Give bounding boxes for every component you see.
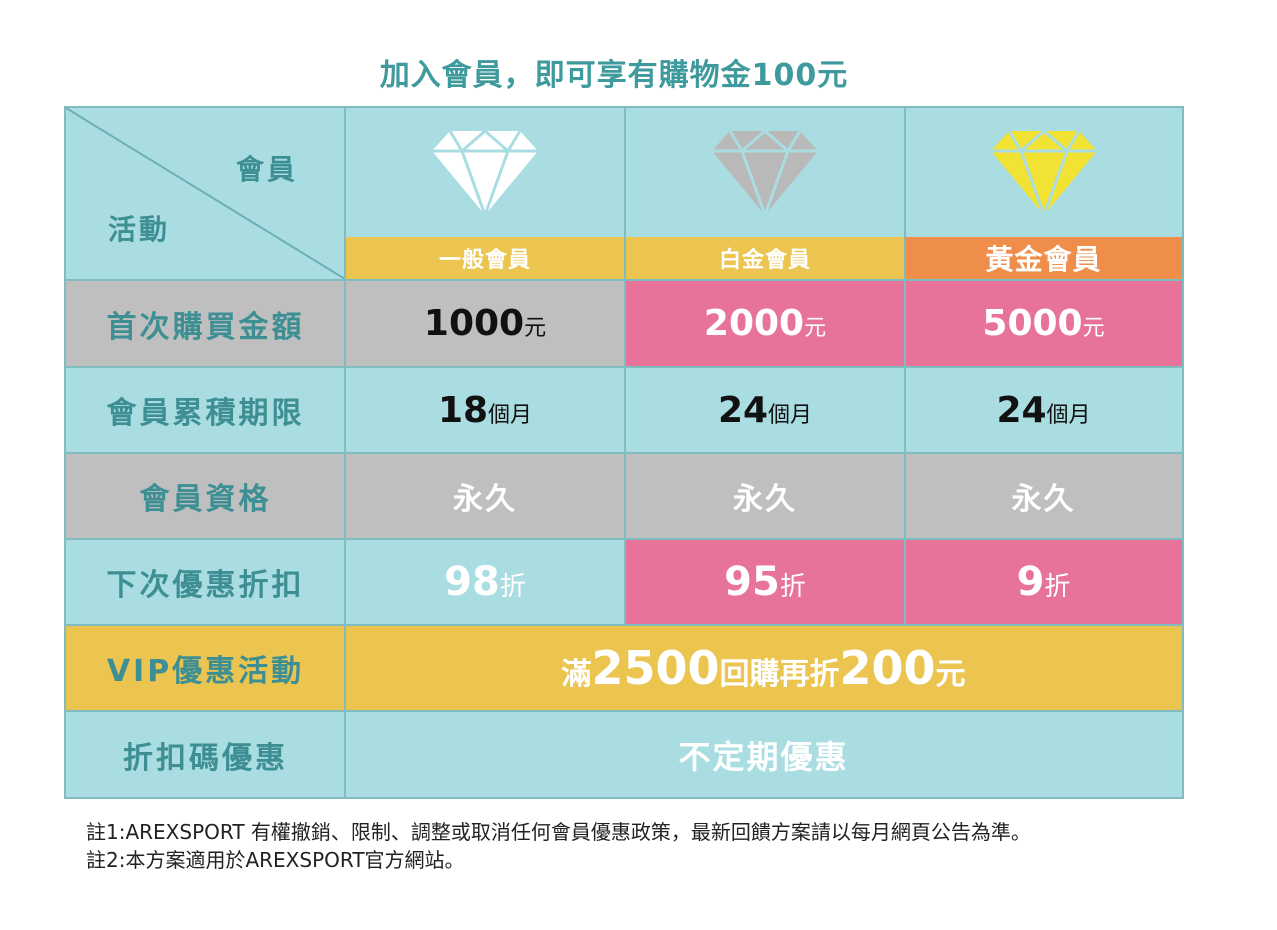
value-unit: 元 bbox=[524, 316, 547, 341]
value-unit: 折 bbox=[499, 572, 526, 602]
discount-platinum: 95折 bbox=[625, 540, 905, 624]
eligibility-gold: 永久 bbox=[905, 454, 1182, 538]
row-label: 下次優惠折扣 bbox=[106, 568, 305, 603]
footnote: 註1:AREXSPORT 有權撤銷、限制、調整或取消任何會員優惠政策，最新回饋方… bbox=[86, 820, 1031, 844]
vip-threshold: 2500 bbox=[591, 641, 720, 695]
value-text: 永久 bbox=[453, 482, 517, 517]
grid-line bbox=[66, 452, 1182, 454]
value-number: 2000 bbox=[703, 303, 805, 344]
value-unit: 元 bbox=[804, 316, 827, 341]
period-platinum: 24個月 bbox=[625, 368, 905, 452]
value-text: 永久 bbox=[733, 482, 797, 517]
value-unit: 個月 bbox=[488, 402, 533, 428]
tier-label-platinum: 白金會員 bbox=[625, 237, 905, 279]
tier-name: 一般會員 bbox=[438, 248, 531, 273]
row-label: 首次購買金額 bbox=[106, 309, 305, 345]
tier-name: 黃金會員 bbox=[985, 243, 1102, 276]
period-gold: 24個月 bbox=[905, 368, 1182, 452]
eligibility-platinum: 永久 bbox=[625, 454, 905, 538]
vip-offer: 滿2500回購再折200元 bbox=[345, 626, 1182, 710]
row-label-eligibility: 會員資格 bbox=[66, 454, 345, 538]
value-number: 95 bbox=[724, 559, 780, 605]
footnote: 註2:本方案適用於AREXSPORT官方網站。 bbox=[86, 848, 465, 872]
value-text: 永久 bbox=[1011, 482, 1076, 517]
row-label: 會員累積期限 bbox=[106, 396, 305, 431]
tier-header-platinum bbox=[625, 108, 905, 237]
row-label: VIP優惠活動 bbox=[106, 654, 305, 689]
page-title: 加入會員，即可享有購物金100元 bbox=[379, 58, 849, 93]
vip-prefix: 滿 bbox=[561, 657, 592, 692]
row-label: 會員資格 bbox=[139, 482, 272, 517]
value-number: 9 bbox=[1016, 559, 1045, 605]
corner-activity-label: 活動 bbox=[108, 213, 171, 246]
vip-amount: 200 bbox=[839, 641, 936, 695]
coupon-value: 不定期優惠 bbox=[678, 737, 849, 776]
period-general: 18個月 bbox=[345, 368, 625, 452]
row-label-accumulation-period: 會員累積期限 bbox=[66, 368, 345, 452]
value-number: 24 bbox=[996, 389, 1047, 431]
coupon-offer: 不定期優惠 bbox=[345, 712, 1182, 797]
grid-line bbox=[66, 624, 1182, 626]
first-purchase-platinum: 2000元 bbox=[625, 281, 905, 366]
value-unit: 折 bbox=[779, 572, 806, 602]
grid-line bbox=[66, 710, 1182, 712]
diamond-icon bbox=[990, 130, 1097, 215]
first-purchase-general: 1000元 bbox=[345, 281, 625, 366]
diagonal-divider bbox=[66, 108, 345, 279]
grid-line bbox=[66, 538, 1182, 540]
grid-line bbox=[66, 279, 1182, 281]
grid-line bbox=[66, 366, 1182, 368]
vip-suffix: 元 bbox=[935, 657, 966, 692]
corner-member-label: 會員 bbox=[236, 153, 299, 186]
first-purchase-gold: 5000元 bbox=[905, 281, 1182, 366]
tier-header-general bbox=[345, 108, 625, 237]
row-label-first-purchase: 首次購買金額 bbox=[66, 281, 345, 366]
value-unit: 個月 bbox=[768, 402, 813, 428]
tier-header-gold bbox=[905, 108, 1182, 237]
row-label-vip: VIP優惠活動 bbox=[66, 626, 345, 710]
value-number: 1000 bbox=[423, 303, 525, 344]
value-number: 98 bbox=[444, 559, 500, 605]
diamond-icon bbox=[712, 130, 818, 215]
value-number: 18 bbox=[437, 389, 489, 431]
discount-gold: 9折 bbox=[905, 540, 1182, 624]
tier-label-general: 一般會員 bbox=[345, 237, 625, 279]
row-label: 折扣碼優惠 bbox=[123, 740, 288, 776]
vip-middle: 回購再折 bbox=[719, 657, 840, 692]
row-label-next-discount: 下次優惠折扣 bbox=[66, 540, 345, 624]
tier-name: 白金會員 bbox=[718, 248, 811, 273]
eligibility-general: 永久 bbox=[345, 454, 625, 538]
row-label-coupon: 折扣碼優惠 bbox=[66, 712, 345, 797]
header-corner-cell: 會員 活動 bbox=[66, 108, 345, 279]
membership-table: 會員 活動 bbox=[64, 106, 1184, 799]
discount-general: 98折 bbox=[345, 540, 625, 624]
value-unit: 個月 bbox=[1046, 402, 1091, 428]
value-number: 5000 bbox=[982, 303, 1083, 344]
value-unit: 元 bbox=[1082, 316, 1105, 341]
footnotes: 註1:AREXSPORT 有權撤銷、限制、調整或取消任何會員優惠政策，最新回饋方… bbox=[86, 818, 1031, 874]
value-unit: 折 bbox=[1044, 572, 1071, 602]
diamond-icon bbox=[432, 130, 538, 215]
value-number: 24 bbox=[717, 389, 769, 431]
tier-label-gold: 黃金會員 bbox=[905, 237, 1182, 279]
